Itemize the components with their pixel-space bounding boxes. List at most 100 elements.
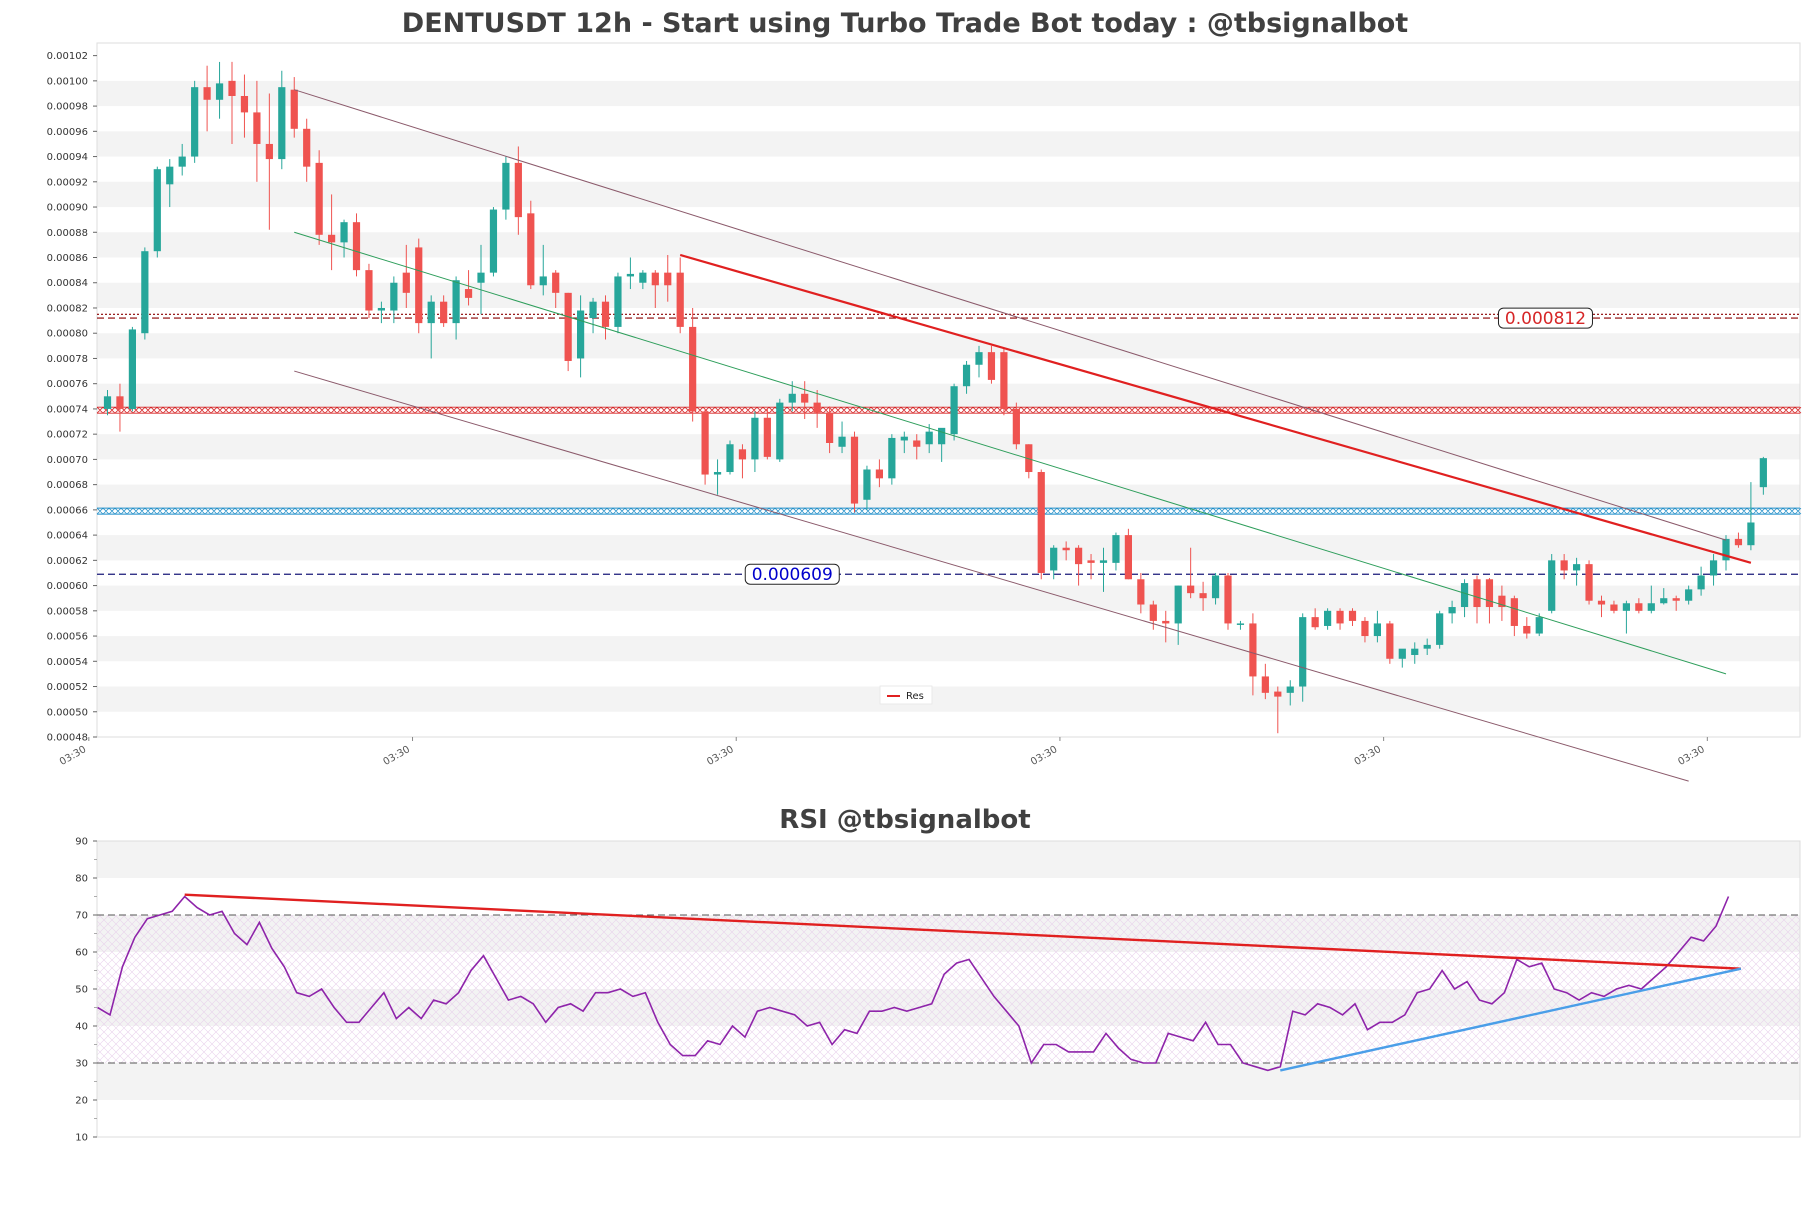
candle-body xyxy=(813,402,821,413)
candle-body xyxy=(240,95,249,113)
candle-body xyxy=(1560,560,1568,571)
candle-body xyxy=(639,272,647,283)
rsi-y-tick-label: 80 xyxy=(75,874,88,885)
y-tick-label: 0.00070 xyxy=(47,455,88,466)
x-tick-label: 03:30 xyxy=(705,744,735,768)
level-label-box xyxy=(1497,307,1593,329)
candle-body xyxy=(1573,564,1581,571)
candle-body xyxy=(440,301,448,324)
candlesticks xyxy=(103,61,1767,734)
y-tick-label: 0.00054 xyxy=(47,657,88,668)
candle-body xyxy=(116,396,124,409)
candle-body xyxy=(1660,598,1668,604)
y-tick-label: 0.00092 xyxy=(47,177,88,188)
candle-body xyxy=(751,417,759,460)
candle-body xyxy=(651,272,659,286)
candle-body xyxy=(987,352,996,380)
y-tick-label: 0.00064 xyxy=(47,531,88,542)
candle-body xyxy=(564,292,572,361)
rsi-y-tick-label: 90 xyxy=(75,837,88,848)
candle-body xyxy=(415,247,423,324)
candle-body xyxy=(402,272,410,293)
candle-body xyxy=(1685,589,1693,601)
candle-body xyxy=(1000,352,1008,409)
y-tick-label: 0.00068 xyxy=(47,480,88,491)
y-tick-label: 0.00072 xyxy=(47,430,88,441)
candle-body xyxy=(1137,579,1145,605)
candle-body xyxy=(1286,686,1294,693)
candle-body xyxy=(464,289,473,298)
x-tick-label: 03:30 xyxy=(1353,744,1383,768)
candle-body xyxy=(1398,648,1406,659)
candle-body xyxy=(1460,583,1469,608)
candle-body xyxy=(826,412,834,443)
y-tick-label: 0.00058 xyxy=(47,606,88,617)
candle-body xyxy=(191,87,199,157)
candle-body xyxy=(390,282,398,311)
candle-body xyxy=(365,270,373,311)
candle-body xyxy=(452,280,460,324)
candle-body xyxy=(801,393,809,403)
candle-body xyxy=(1099,560,1108,563)
candle-body xyxy=(950,386,958,435)
candle-body xyxy=(1311,617,1319,628)
candle-body xyxy=(763,417,771,457)
main-x-axis: 03:30 03:30 03:30 03:30 03:30 03:30 xyxy=(58,737,1708,768)
legend-res-label: Res xyxy=(906,691,924,702)
candle-body xyxy=(738,449,747,460)
main-trendline xyxy=(679,253,1752,564)
y-tick-label: 0.00082 xyxy=(47,303,88,314)
rsi-background-bands xyxy=(97,841,1800,1100)
main-background-bands xyxy=(97,80,1800,712)
candle-body xyxy=(726,444,734,473)
candle-body xyxy=(1187,585,1195,594)
y-tick-label: 0.00056 xyxy=(47,632,88,643)
rsi-series xyxy=(97,895,1730,1072)
candle-body xyxy=(1236,623,1245,625)
candle-body xyxy=(577,310,585,359)
main-plot-frame xyxy=(96,42,1801,738)
candle-body xyxy=(1124,535,1132,580)
candle-body xyxy=(1535,617,1543,634)
candle-body xyxy=(1697,575,1705,590)
candle-body xyxy=(1448,607,1456,614)
candle-body xyxy=(1734,538,1743,546)
candle-body xyxy=(1087,560,1095,563)
level-label-value: 0.000812 xyxy=(1505,309,1586,329)
y-tick-label: 0.00090 xyxy=(47,203,88,214)
candle-body xyxy=(689,326,697,412)
candle-body xyxy=(1411,648,1419,655)
candle-body xyxy=(552,272,560,293)
candle-body xyxy=(328,234,336,243)
y-tick-label: 0.00086 xyxy=(47,253,88,264)
candle-body xyxy=(962,364,971,387)
y-tick-label: 0.00084 xyxy=(47,278,88,289)
rsi-y-tick-label: 60 xyxy=(75,948,88,959)
candle-body xyxy=(713,472,722,475)
candle-body xyxy=(128,329,136,409)
main-band xyxy=(97,232,1800,258)
candle-body xyxy=(1062,547,1070,551)
candle-body xyxy=(1597,600,1606,605)
main-band xyxy=(97,636,1800,662)
candle-body xyxy=(626,273,634,277)
candle-body xyxy=(1622,603,1630,611)
rsi-y-axis: 10 20 30 40 50 60 70 80 90 xyxy=(75,837,97,1144)
candle-body xyxy=(1274,691,1282,697)
x-tick-label: 03:30 xyxy=(382,744,412,768)
y-tick-label: 0.00074 xyxy=(47,404,88,415)
candle-body xyxy=(850,436,859,504)
y-tick-label: 0.00066 xyxy=(47,505,88,516)
main-trendline xyxy=(294,370,1689,782)
x-tick-label: 03:30 xyxy=(1676,744,1706,768)
candle-body xyxy=(377,307,385,311)
main-band xyxy=(97,484,1800,510)
level-label-value: 0.000609 xyxy=(752,565,833,585)
candle-body xyxy=(1348,610,1357,621)
candle-body xyxy=(489,209,498,273)
candle-body xyxy=(938,427,946,445)
candle-body xyxy=(1162,620,1170,624)
main-band xyxy=(97,585,1800,611)
candle-body xyxy=(502,162,510,210)
y-tick-label: 0.00094 xyxy=(47,152,88,163)
